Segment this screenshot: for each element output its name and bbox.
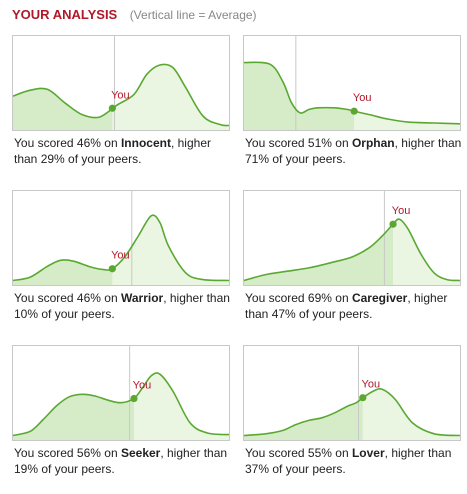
distribution-svg: You	[244, 346, 460, 440]
archetype-name: Lover	[351, 446, 385, 460]
distribution-curve	[13, 214, 229, 282]
area-above-score	[133, 372, 229, 440]
caption-suffix: , higher than 71% of your peers.	[245, 136, 462, 166]
distribution-svg: You	[244, 191, 460, 285]
distribution-curve	[13, 63, 229, 127]
distribution-svg: You	[13, 346, 229, 440]
distribution-svg: You	[244, 36, 460, 130]
area-above-score	[393, 219, 460, 285]
caption-prefix: You scored 51% on	[245, 136, 352, 150]
you-marker	[108, 265, 116, 273]
score-caption: You scored 56% on Seeker, higher than 19…	[14, 445, 232, 477]
area-below-score	[13, 394, 134, 440]
caption-suffix: , higher than 37% of your peers.	[245, 446, 452, 476]
caption-prefix: You scored 46% on	[14, 136, 121, 150]
distribution-svg: You	[13, 191, 229, 285]
archetype-name: Innocent	[120, 136, 171, 150]
caption-suffix: , higher than 47% of your peers.	[245, 291, 448, 321]
caption-prefix: You scored 56% on	[14, 446, 121, 460]
area-above-score	[354, 111, 460, 130]
archetype-name: Orphan	[351, 136, 395, 150]
distribution-svg: You	[13, 36, 229, 130]
score-caption: You scored 46% on Innocent, higher than …	[14, 135, 232, 167]
archetype-name: Caregiver	[351, 291, 408, 305]
you-label: You	[353, 92, 372, 104]
score-caption: You scored 46% on Warrior, higher than 1…	[14, 290, 232, 322]
you-label: You	[362, 379, 381, 391]
distribution-chart-lover: You	[243, 345, 461, 441]
caption-suffix: , higher than 19% of your peers.	[14, 446, 228, 476]
area-below-score	[244, 224, 394, 285]
caption-suffix: , higher than 29% of your peers.	[14, 136, 211, 166]
area-above-score	[112, 64, 229, 130]
archetype-name: Seeker	[120, 446, 161, 460]
you-marker	[389, 220, 397, 228]
area-below-score	[244, 397, 363, 440]
you-label: You	[111, 89, 130, 101]
archetype-name: Warrior	[120, 291, 164, 305]
score-caption: You scored 51% on Orphan, higher than 71…	[245, 135, 463, 167]
you-label: You	[133, 380, 152, 392]
analysis-title: YOUR ANALYSIS	[12, 7, 118, 22]
distribution-chart-seeker: You	[12, 345, 230, 441]
score-caption: You scored 55% on Lover, higher than 37%…	[245, 445, 463, 477]
area-below-score	[244, 62, 355, 130]
caption-prefix: You scored 46% on	[14, 291, 121, 305]
caption-prefix: You scored 69% on	[245, 291, 352, 305]
distribution-chart-caregiver: You	[243, 190, 461, 286]
distribution-curve	[244, 61, 460, 125]
analysis-header: YOUR ANALYSIS (Vertical line = Average)	[12, 6, 257, 26]
area-above-score	[362, 388, 460, 440]
you-marker	[359, 394, 367, 402]
you-marker	[130, 394, 138, 403]
area-below-score	[13, 88, 113, 130]
caption-suffix: , higher than 10% of your peers.	[14, 291, 230, 321]
you-label: You	[392, 205, 411, 217]
distribution-curve	[13, 372, 229, 437]
you-marker	[350, 107, 358, 115]
distribution-chart-orphan: You	[243, 35, 461, 131]
distribution-chart-warrior: You	[12, 190, 230, 286]
score-caption: You scored 69% on Caregiver, higher than…	[245, 290, 463, 322]
distribution-chart-innocent: You	[12, 35, 230, 131]
caption-prefix: You scored 55% on	[245, 446, 352, 460]
area-above-score	[112, 215, 229, 285]
you-label: You	[111, 250, 130, 262]
distribution-curve	[244, 218, 460, 282]
average-line-note: (Vertical line = Average)	[129, 8, 257, 22]
distribution-curve	[244, 387, 460, 437]
you-marker	[108, 104, 116, 112]
